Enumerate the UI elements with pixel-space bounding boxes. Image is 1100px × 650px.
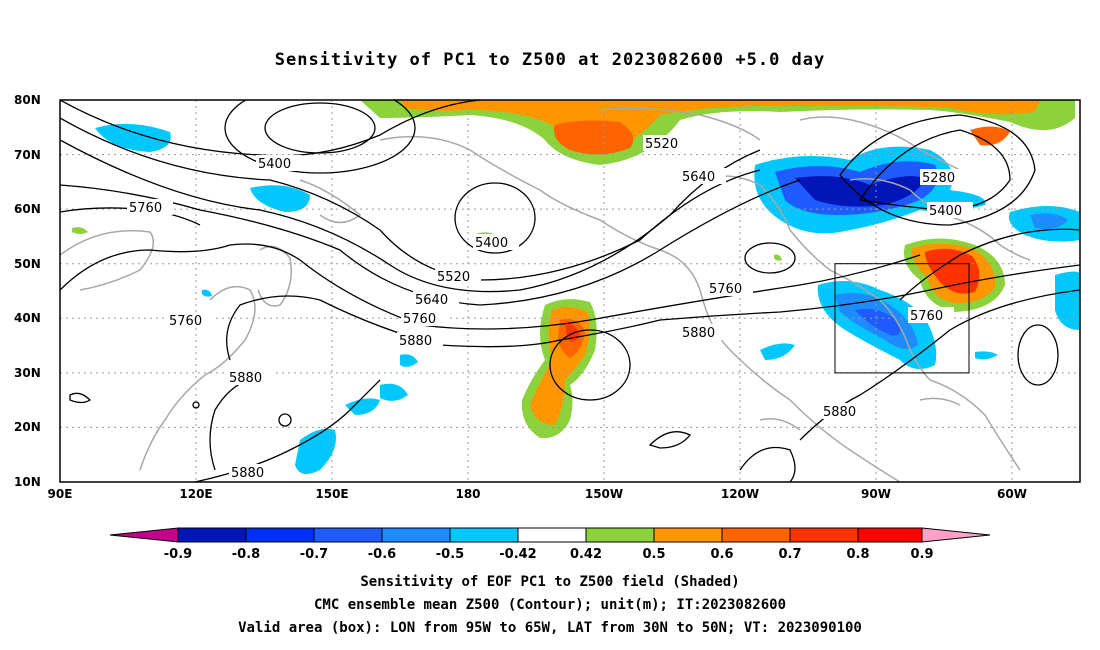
y-tick-label: 20N (14, 420, 41, 434)
colorbar-swatch (789, 527, 859, 543)
contour-label-group: 5400 5520 5640 5760 5880 5280 5400 5760 … (127, 135, 973, 481)
colorbar-arrow-high (921, 527, 991, 543)
valid-area-box (834, 263, 970, 374)
caption-line-2: CMC ensemble mean Z500 (Contour); unit(m… (313, 597, 786, 613)
y-tick-label: 70N (14, 148, 41, 162)
colorbar-swatch (177, 527, 247, 543)
x-tick-label: 180 (455, 487, 480, 501)
caption-line-1: Sensitivity of EOF PC1 to Z500 field (Sh… (360, 574, 740, 590)
contour-label: 5520 (437, 270, 470, 285)
contour-label: 5760 (403, 312, 436, 327)
colorbar-label: -0.7 (300, 547, 328, 562)
y-tick-label: 10N (14, 475, 41, 489)
plot-frame (59, 99, 1081, 483)
colorbar-labels: -0.9 -0.8 -0.7 -0.6 -0.5 -0.42 0.42 0.5 … (164, 547, 934, 562)
contour-label: 5400 (929, 204, 962, 219)
colorbar-arrow-low (109, 527, 179, 543)
x-tick-label: 60W (997, 487, 1027, 501)
colorbar-swatch (449, 527, 519, 543)
contour-label: 5520 (645, 137, 678, 152)
y-tick-label: 80N (14, 93, 41, 107)
grid-lines (60, 100, 1080, 482)
x-tick-label: 150W (585, 487, 623, 501)
colorbar-swatch (585, 527, 655, 543)
colorbar-label: -0.5 (436, 547, 464, 562)
x-tick-label: 120E (179, 487, 212, 501)
colorbar-label: 0.9 (910, 547, 933, 562)
colorbar-swatch (857, 527, 923, 543)
colorbar-label: 0.42 (570, 547, 602, 562)
colorbar-label: -0.6 (368, 547, 396, 562)
contour-label: 5640 (415, 293, 448, 308)
colorbar-label: 0.8 (846, 547, 869, 562)
x-tick-label: 90E (48, 487, 73, 501)
x-tick-label: 90W (861, 487, 891, 501)
contour-label: 5400 (475, 236, 508, 251)
colorbar-swatch (381, 527, 451, 543)
y-tick-label: 30N (14, 366, 41, 380)
contour-label: 5880 (682, 326, 715, 341)
colorbar-label: 0.7 (778, 547, 801, 562)
colorbar-label: -0.42 (499, 547, 536, 562)
colorbar-swatch (721, 527, 791, 543)
x-tick-label: 150E (315, 487, 348, 501)
x-tick-label: 120W (721, 487, 759, 501)
y-tick-label: 50N (14, 257, 41, 271)
colorbar (109, 527, 991, 543)
x-axis: 90E 120E 150E 180 150W 120W 90W 60W (48, 487, 1027, 501)
contour-label: 5640 (682, 170, 715, 185)
chart-title: Sensitivity of PC1 to Z500 at 2023082600… (274, 50, 826, 70)
contour-label: 5880 (229, 371, 262, 386)
contour-label: 5880 (399, 334, 432, 349)
contour-label: 5400 (258, 157, 291, 172)
y-axis: 80N 70N 60N 50N 40N 30N 20N 10N (14, 93, 41, 489)
contour-label: 5760 (169, 314, 202, 329)
y-tick-label: 40N (14, 311, 41, 325)
colorbar-swatch (313, 527, 383, 543)
colorbar-label: -0.8 (232, 547, 260, 562)
colorbar-label: 0.5 (642, 547, 665, 562)
caption-line-3: Valid area (box): LON from 95W to 65W, L… (238, 620, 862, 636)
contour-label: 5280 (922, 171, 955, 186)
colorbar-label: 0.6 (710, 547, 733, 562)
contour-label: 5880 (823, 405, 856, 420)
contour-label: 5760 (910, 309, 943, 324)
contour-label: 5880 (231, 466, 264, 481)
colorbar-swatch (245, 527, 315, 543)
y-tick-label: 60N (14, 202, 41, 216)
contour-label: 5760 (709, 282, 742, 297)
colorbar-swatch (517, 527, 587, 543)
coastlines (60, 107, 1031, 482)
colorbar-label: -0.9 (164, 547, 192, 562)
contour-label: 5760 (129, 201, 162, 216)
colorbar-swatch (653, 527, 723, 543)
